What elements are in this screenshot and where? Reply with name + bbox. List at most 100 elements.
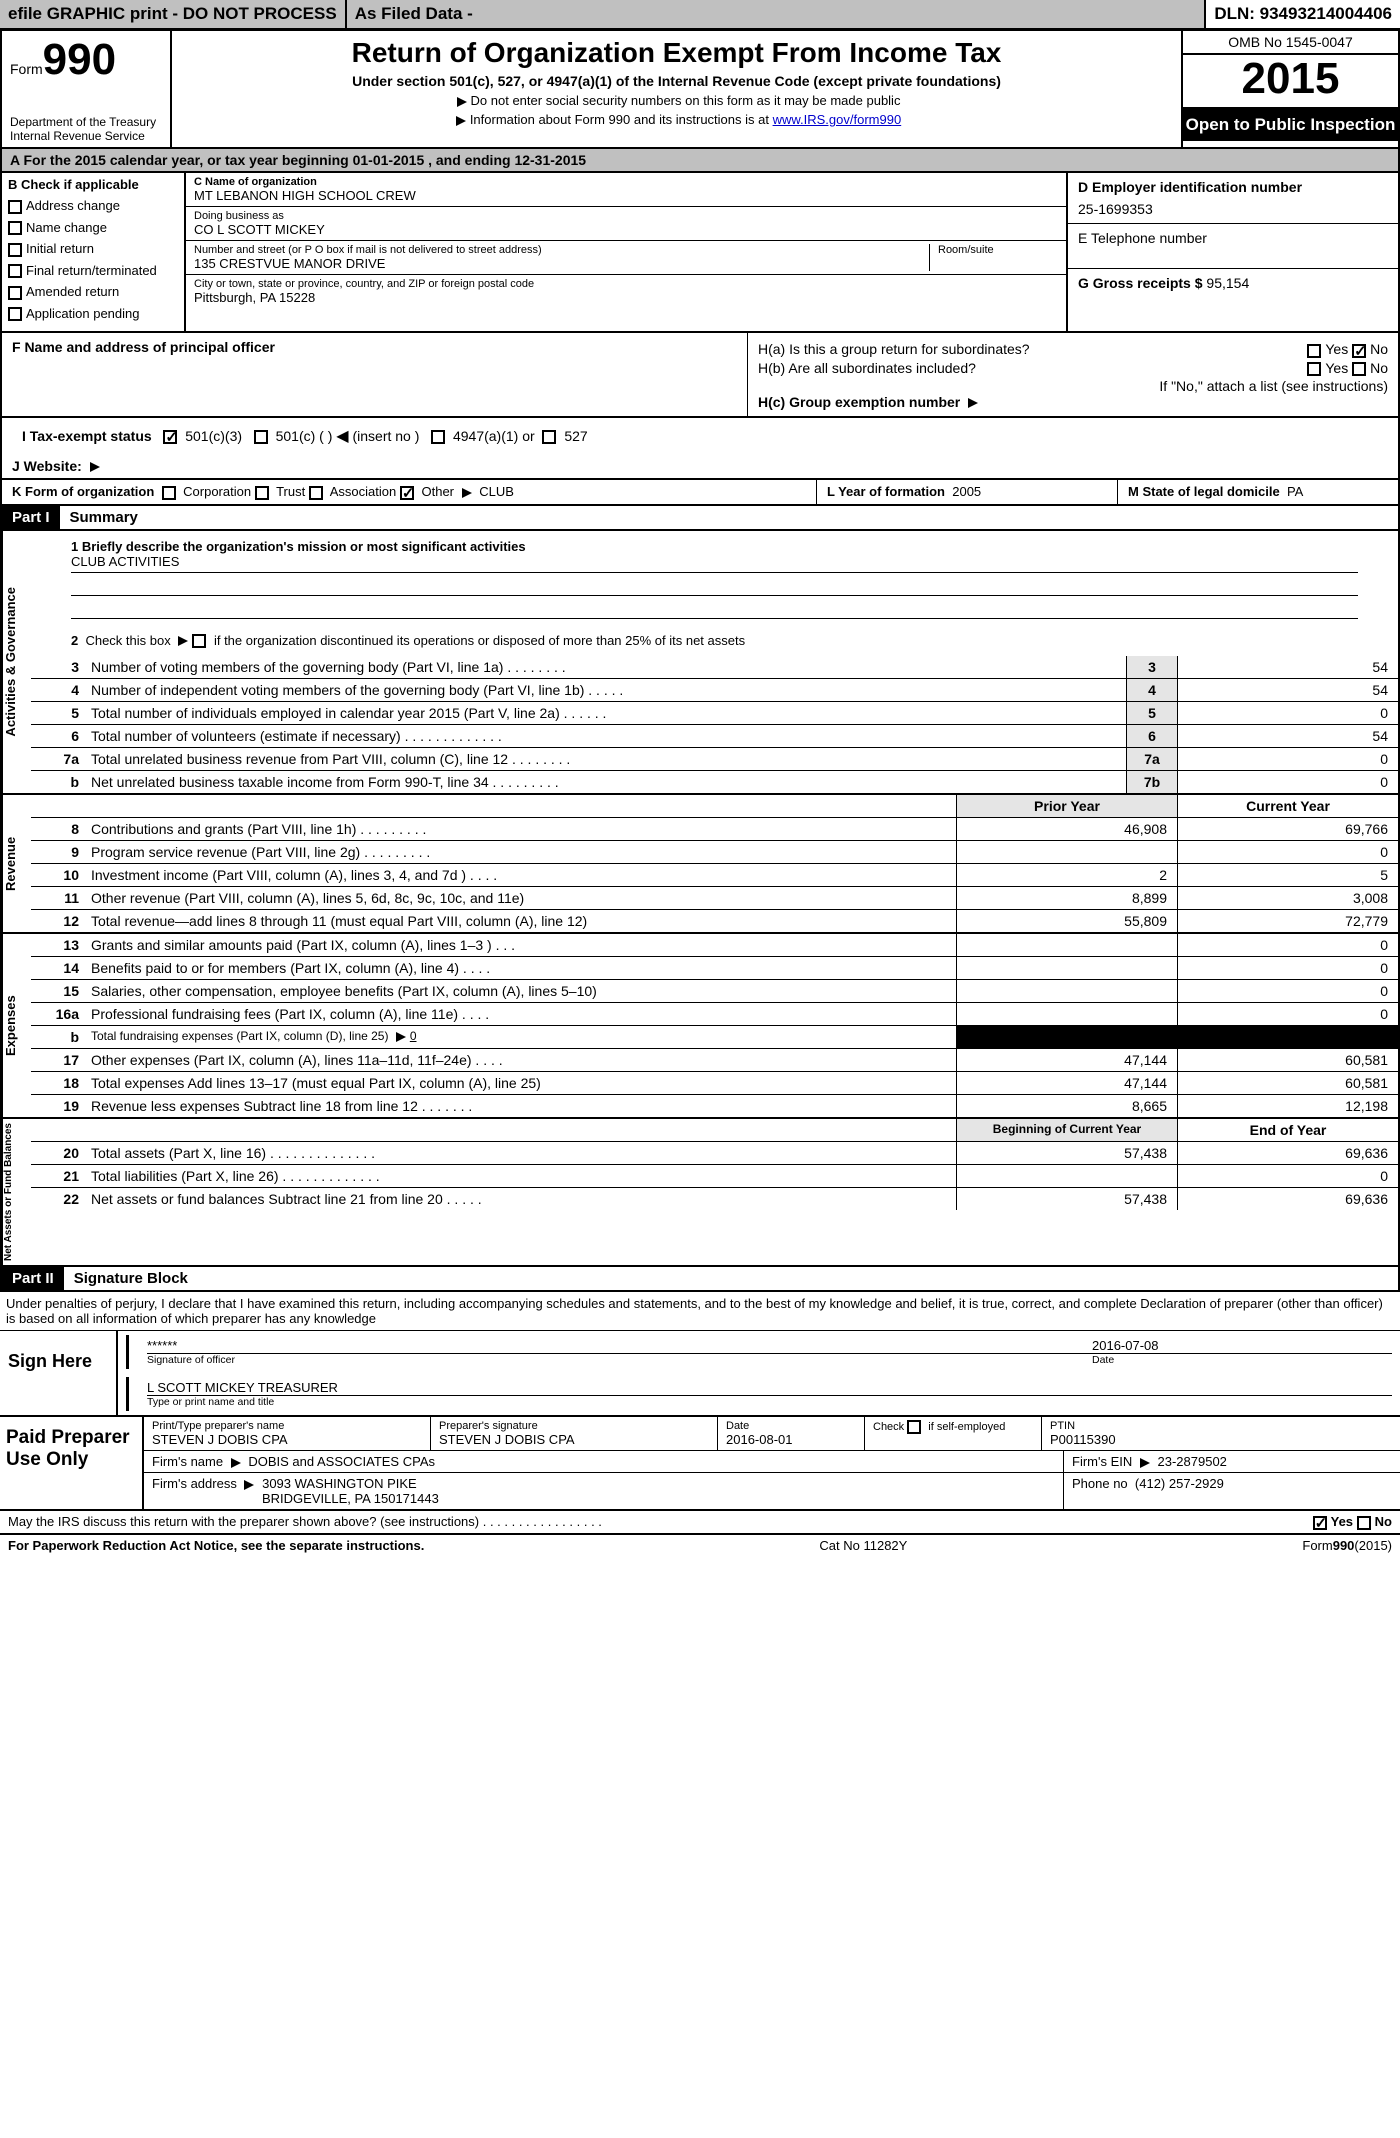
line-desc: Number of independent voting members of … [87, 679, 1126, 701]
officer-name-value: L SCOTT MICKEY TREASURER [147, 1380, 1392, 1395]
preparer-row-1: Print/Type preparer's name STEVEN J DOBI… [144, 1417, 1400, 1451]
top-bar: efile GRAPHIC print - DO NOT PROCESS As … [0, 0, 1400, 29]
line-num: 14 [31, 957, 87, 979]
checkbox-icon[interactable] [1307, 362, 1321, 376]
city-label: City or town, state or province, country… [194, 278, 1058, 290]
efile-notice: efile GRAPHIC print - DO NOT PROCESS [0, 0, 347, 28]
firm-name-value: DOBIS and ASSOCIATES CPAs [248, 1454, 435, 1469]
footer-catno: Cat No 11282Y [819, 1538, 907, 1553]
self-employed-cell: Check if self-employed [865, 1417, 1042, 1450]
part-ii-label: Part II [2, 1267, 64, 1290]
fundraising-value: 0 [410, 1029, 417, 1043]
checkbox-icon[interactable] [255, 486, 269, 500]
checkbox-icon[interactable] [8, 286, 22, 300]
note-line-1: Do not enter social security numbers on … [184, 93, 1169, 108]
line-value: 0 [1177, 748, 1398, 770]
paid-preparer-block: Paid Preparer Use Only Print/Type prepar… [0, 1415, 1400, 1511]
box-num: 4 [1126, 679, 1177, 701]
checkbox-icon[interactable] [254, 430, 268, 444]
k-year-formation: L Year of formation 2005 [817, 480, 1118, 504]
irs-link[interactable]: www.IRS.gov/form990 [773, 112, 902, 127]
line-num: 9 [31, 841, 87, 863]
l-label: L Year of formation [827, 484, 945, 499]
checkbox-icon[interactable] [1313, 1516, 1327, 1530]
officer-sig-row: ****** Signature of officer 2016-07-08 D… [139, 1335, 1400, 1369]
line-18: 18Total expenses Add lines 13–17 (must e… [31, 1072, 1398, 1095]
checkbox-icon[interactable] [400, 486, 414, 500]
chk-app-pending: Application pending [8, 306, 178, 322]
gross-receipts-row: G Gross receipts $ 95,154 [1068, 269, 1398, 297]
checkbox-icon[interactable] [1352, 344, 1366, 358]
m-label: M State of legal domicile [1128, 484, 1280, 499]
header-mid: Return of Organization Exempt From Incom… [172, 31, 1183, 147]
checkbox-icon[interactable] [8, 307, 22, 321]
checkbox-icon[interactable] [1357, 1516, 1371, 1530]
chk-name-change: Name change [8, 220, 178, 236]
checkbox-icon[interactable] [431, 430, 445, 444]
begin-value: 57,438 [956, 1188, 1177, 1210]
preparer-date-label: Date [726, 1420, 856, 1432]
chk-label: Application pending [26, 306, 139, 321]
checkbox-icon[interactable] [8, 264, 22, 278]
checkbox-icon[interactable] [1352, 362, 1366, 376]
org-name-value: MT LEBANON HIGH SCHOOL CREW [194, 188, 1058, 203]
preparer-name-label: Print/Type preparer's name [152, 1420, 422, 1432]
form-990-number: 990 [43, 35, 116, 84]
ha-label: H(a) Is this a group return for subordin… [758, 341, 1030, 357]
line-14: 14Benefits paid to or for members (Part … [31, 957, 1398, 980]
line-9: 9Program service revenue (Part VIII, lin… [31, 841, 1398, 864]
officer-name-row: L SCOTT MICKEY TREASURER Type or print n… [139, 1377, 1400, 1411]
line-num: 17 [31, 1049, 87, 1071]
checkbox-icon[interactable] [8, 243, 22, 257]
line-10: 10Investment income (Part VIII, column (… [31, 864, 1398, 887]
sign-date-label: Date [1092, 1353, 1392, 1366]
hc-label: H(c) Group exemption number [758, 394, 960, 410]
opt-501c: 501(c) ( ) [276, 428, 333, 444]
no-label: No [1370, 360, 1388, 376]
opt-501c3: 501(c)(3) [185, 428, 242, 444]
discuss-row: May the IRS discuss this return with the… [0, 1511, 1400, 1535]
line-desc: Professional fundraising fees (Part IX, … [87, 1003, 956, 1025]
row-j-website: J Website: [0, 454, 1400, 480]
part-ii-title: Signature Block [64, 1267, 198, 1290]
checkbox-icon[interactable] [309, 486, 323, 500]
line-value: 0 [1177, 702, 1398, 724]
current-value: 12,198 [1177, 1095, 1398, 1117]
checkbox-icon[interactable] [162, 486, 176, 500]
col-d-ein: D Employer identification number 25-1699… [1068, 173, 1398, 331]
line-desc: Other revenue (Part VIII, column (A), li… [87, 887, 956, 909]
line-desc: Contributions and grants (Part VIII, lin… [87, 818, 956, 840]
checkbox-icon[interactable] [163, 430, 177, 444]
side-expenses: Expenses [2, 934, 31, 1117]
line-value: 0 [1177, 771, 1398, 793]
checkbox-icon[interactable] [907, 1420, 921, 1434]
line-desc: Number of voting members of the governin… [87, 656, 1126, 678]
treasury-dept: Department of the Treasury [10, 115, 162, 129]
checkbox-icon[interactable] [8, 221, 22, 235]
line-5: 5Total number of individuals employed in… [31, 702, 1398, 725]
checkbox-icon[interactable] [1307, 344, 1321, 358]
governance-content: 1 Briefly describe the organization's mi… [31, 531, 1398, 794]
checkbox-icon[interactable] [192, 634, 206, 648]
line-15: 15Salaries, other compensation, employee… [31, 980, 1398, 1003]
revenue-content: Prior YearCurrent Year 8Contributions an… [31, 795, 1398, 932]
hb-line: H(b) Are all subordinates included? Yes … [758, 360, 1388, 376]
perjury-statement: Under penalties of perjury, I declare th… [0, 1290, 1400, 1330]
checkbox-icon[interactable] [542, 430, 556, 444]
form-subhead: Under section 501(c), 527, or 4947(a)(1)… [184, 73, 1169, 89]
line-desc: Revenue less expenses Subtract line 18 f… [87, 1095, 956, 1117]
telephone-label: E Telephone number [1078, 230, 1388, 246]
line-value: 54 [1177, 725, 1398, 747]
dba-label: Doing business as [194, 210, 1058, 222]
prior-year-hdr: Prior Year [956, 795, 1177, 817]
line-desc: Total number of individuals employed in … [87, 702, 1126, 724]
line-num: 8 [31, 818, 87, 840]
tax-year: 2015 [1183, 55, 1398, 109]
form-title: Return of Organization Exempt From Incom… [184, 37, 1169, 69]
no-label: No [1370, 341, 1388, 357]
form-number: Form990 [10, 35, 162, 85]
checkbox-icon[interactable] [8, 200, 22, 214]
open-to-public: Open to Public Inspection [1183, 109, 1398, 141]
ein-row: D Employer identification number 25-1699… [1068, 173, 1398, 224]
hb-yesno: Yes No [1307, 360, 1388, 376]
